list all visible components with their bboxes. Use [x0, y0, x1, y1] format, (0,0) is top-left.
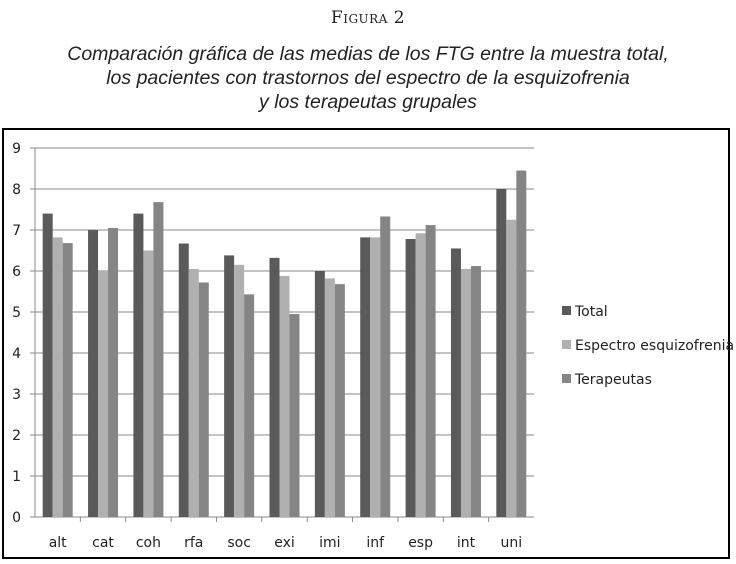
x-tick-label: int	[457, 535, 476, 551]
figure-caption-line-2: los pacientes con trastornos del espectr…	[106, 67, 630, 89]
legend-swatch	[562, 306, 571, 315]
y-tick-label: 0	[12, 510, 21, 526]
legend-label: Espectro esquizofrenia	[575, 338, 734, 354]
bar-total-exi	[269, 257, 280, 517]
x-tick-label: uni	[500, 535, 522, 551]
x-tick-label: cat	[92, 535, 114, 551]
bar-total-inf	[360, 237, 371, 517]
bar-terapeutas-coh	[153, 202, 164, 517]
legend-swatch	[562, 374, 571, 383]
bar-total-imi	[314, 271, 325, 517]
bar-total-soc	[224, 255, 235, 518]
x-tick-label: imi	[319, 535, 340, 551]
x-tick-label: rfa	[184, 535, 203, 551]
x-tick-label: soc	[227, 535, 251, 551]
y-tick-labels: 0 1 2 3 4 5 6 7 8 9	[12, 141, 21, 526]
y-tick-label: 7	[12, 223, 21, 239]
bar-espectro-esquizofrenia-alt	[52, 237, 63, 517]
bar-espectro-esquizofrenia-inf	[370, 237, 381, 517]
bar-terapeutas-esp	[425, 225, 436, 517]
bar-terapeutas-cat	[108, 227, 119, 517]
bar-terapeutas-alt	[62, 243, 73, 517]
bar-terapeutas-inf	[380, 216, 391, 517]
bar-total-uni	[496, 189, 507, 517]
bar-terapeutas-rfa	[198, 282, 209, 517]
x-tick-label: coh	[136, 535, 161, 551]
bar-total-rfa	[178, 243, 189, 517]
bar-terapeutas-soc	[244, 294, 255, 517]
bar-espectro-esquizofrenia-rfa	[188, 268, 199, 517]
y-tick-label: 4	[12, 346, 21, 362]
legend-swatch	[562, 340, 571, 349]
bar-espectro-esquizofrenia-int	[460, 268, 471, 517]
bar-terapeutas-int	[470, 266, 481, 517]
bar-espectro-esquizofrenia-cat	[98, 271, 109, 517]
bar-espectro-esquizofrenia-imi	[324, 278, 335, 517]
bar-espectro-esquizofrenia-exi	[279, 275, 290, 517]
x-tick-label: esp	[408, 535, 433, 551]
bar-espectro-esquizofrenia-esp	[415, 233, 426, 517]
y-tick-label: 2	[12, 428, 21, 444]
y-tick-label: 9	[12, 141, 21, 157]
legend: Total Espectro esquizofrenia Terapeutas	[562, 304, 734, 388]
figure-label: Figura 2	[330, 8, 406, 28]
legend-label: Total	[574, 304, 608, 320]
bar-terapeutas-exi	[289, 314, 300, 517]
bar-total-esp	[405, 239, 416, 517]
figure-caption-line-3: y los terapeutas grupales	[259, 91, 477, 113]
y-tick-label: 5	[12, 305, 21, 321]
bar-total-cat	[88, 230, 99, 517]
y-tick-label: 6	[12, 264, 21, 280]
bars	[42, 170, 527, 518]
legend-label: Terapeutas	[574, 372, 652, 388]
figure-caption-line-1: Comparación gráfica de las medias de los…	[67, 43, 669, 65]
y-tick-label: 1	[12, 469, 21, 485]
chart-frame	[2, 128, 730, 559]
y-tick-label: 3	[12, 387, 21, 403]
bar-espectro-esquizofrenia-soc	[234, 264, 245, 517]
y-tick-label: 8	[12, 182, 21, 198]
bar-total-int	[450, 248, 461, 517]
x-tick-label: exi	[274, 535, 295, 551]
bar-terapeutas-uni	[516, 170, 527, 518]
bar-terapeutas-imi	[334, 284, 345, 517]
bar-total-alt	[42, 213, 53, 517]
x-tick-labels: alt cat coh rfa soc exi imi inf esp int uni	[49, 535, 522, 551]
bar-total-coh	[133, 213, 144, 517]
x-tick-label: inf	[366, 535, 385, 551]
bar-espectro-esquizofrenia-uni	[506, 219, 517, 517]
x-tick-label: alt	[49, 535, 67, 551]
bar-espectro-esquizofrenia-coh	[143, 250, 154, 517]
